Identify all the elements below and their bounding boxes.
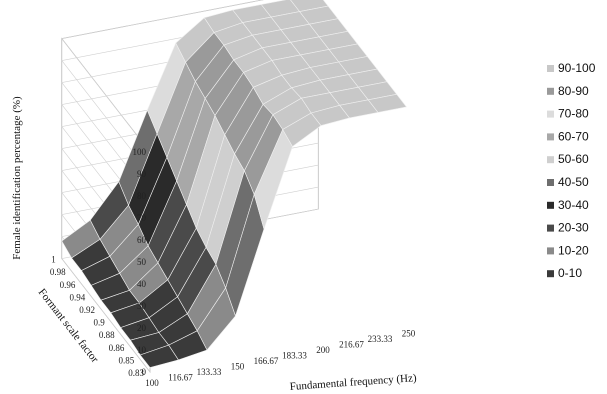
legend-label: 40-50	[558, 175, 589, 189]
z-axis-title: Female identification percentage (%)	[11, 96, 23, 260]
y-tick-label: 0.96	[60, 280, 76, 290]
x-tick-label: 183.33	[282, 351, 307, 361]
x-tick-label: 133.33	[197, 367, 222, 377]
y-tick-label: 0.9	[94, 318, 106, 328]
x-tick-label: 233.33	[368, 334, 393, 344]
surface-plot	[61, 0, 408, 368]
y-axis-title: Formant scale factor	[36, 286, 101, 365]
z-tick-label: 20	[137, 323, 147, 333]
z-tick-label: 50	[137, 257, 147, 267]
y-tick-label: 0.83	[128, 368, 144, 378]
y-tick-label: 0.86	[109, 343, 125, 353]
legend-label: 50-60	[558, 152, 589, 166]
z-tick-label: 0	[142, 367, 147, 377]
legend-swatch	[547, 110, 554, 118]
legend: 90-100 80-90 70-80 60-70 50-60 40-50 30-40 20-3…	[547, 61, 596, 280]
z-tick-label: 30	[137, 301, 147, 311]
z-tick-label: 90	[137, 169, 147, 179]
z-tick-label: 60	[137, 235, 147, 245]
z-tick-label: 70	[137, 213, 147, 223]
legend-label: 70-80	[558, 107, 589, 121]
legend-swatch	[547, 156, 554, 164]
z-gridline	[61, 0, 264, 153]
legend-label: 0-10	[558, 266, 582, 280]
legend-label: 80-90	[558, 84, 589, 98]
z-tick-label: 80	[137, 191, 147, 201]
legend-swatch	[547, 65, 554, 72]
x-tick-label: 166.67	[254, 356, 279, 366]
x-tick-label: 100	[145, 378, 159, 388]
x-tick-label: 200	[316, 345, 330, 355]
y-tick-label: 0.98	[50, 267, 66, 277]
z-tick-label: 40	[137, 279, 147, 289]
legend-label: 30-40	[558, 198, 589, 212]
legend-swatch	[547, 87, 554, 95]
axis-ticks: 0 10 20 30 40 50 60 70 80 90 100 100 116.67 133.33 150…	[50, 147, 416, 388]
y-tick-label: 0.85	[118, 355, 134, 365]
legend-label: 60-70	[558, 129, 589, 143]
z-tick-label: 100	[133, 147, 147, 157]
y-tick-label: 0.88	[99, 330, 115, 340]
legend-swatch	[547, 270, 554, 278]
legend-swatch	[547, 247, 554, 255]
y-tick-label: 0.94	[69, 292, 85, 302]
legend-label: 20-30	[558, 221, 589, 235]
legend-label: 10-20	[558, 243, 589, 257]
x-tick-label: 116.67	[168, 373, 193, 383]
y-tick-label: 0.92	[79, 305, 95, 315]
surface-cell	[367, 93, 408, 113]
x-tick-label: 216.67	[339, 340, 364, 350]
x-tick-label: 150	[231, 362, 245, 372]
legend-swatch	[547, 179, 554, 186]
x-tick-label: 250	[402, 329, 416, 339]
legend-swatch	[547, 201, 554, 209]
z-tick-label: 10	[137, 345, 147, 355]
legend-swatch	[547, 224, 554, 232]
x-axis-title: Fundamental frequency (Hz)	[289, 372, 417, 393]
y-tick-label: 1	[51, 255, 56, 265]
legend-label: 90-100	[558, 61, 596, 75]
legend-swatch	[547, 133, 554, 141]
